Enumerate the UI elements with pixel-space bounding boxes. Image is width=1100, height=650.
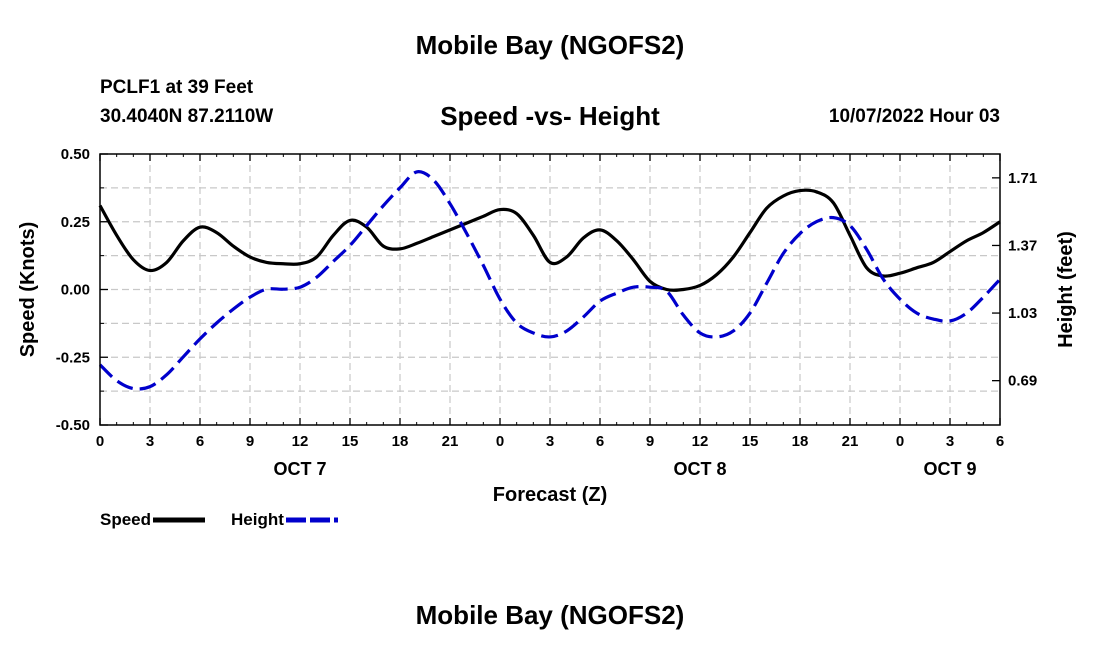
- x-tick-label: 0: [496, 433, 504, 450]
- y2-axis-title: Height (feet): [1055, 231, 1077, 348]
- x-tick-label: 0: [96, 433, 104, 450]
- legend-speed-label: Speed: [100, 510, 152, 529]
- x-axis-title: Forecast (Z): [493, 484, 607, 506]
- day-label: OCT 7: [273, 459, 326, 479]
- y-tick-label: -0.50: [56, 417, 90, 434]
- y-axis-title: Speed (Knots): [17, 222, 39, 358]
- legend-speed: Speed: [100, 508, 207, 532]
- x-tick-label: 18: [392, 433, 409, 450]
- y2-tick-label: 1.03: [1008, 305, 1037, 322]
- x-tick-label: 21: [842, 433, 859, 450]
- x-tick-label: 21: [442, 433, 459, 450]
- x-tick-label: 9: [246, 433, 254, 450]
- x-tick-label: 6: [996, 433, 1004, 450]
- x-tick-label: 6: [196, 433, 204, 450]
- grid-lines: [100, 154, 1000, 425]
- series-line-height: [98, 170, 1002, 391]
- x-tick-label: 18: [792, 433, 809, 450]
- legend-height-label: Height: [231, 510, 284, 529]
- x-tick-label: 12: [292, 433, 309, 450]
- series-lines: [98, 170, 1002, 391]
- datestamp-label: 10/07/2022 Hour 03: [828, 106, 1000, 127]
- page-title: Mobile Bay (NGOFS2): [415, 30, 685, 60]
- y-tick-label: -0.25: [56, 349, 90, 366]
- footer-title: Mobile Bay (NGOFS2): [415, 600, 685, 630]
- y2-tick-label: 1.71: [1008, 170, 1037, 187]
- x-tick-label: 0: [896, 433, 904, 450]
- axis-ticks: [99, 153, 1001, 426]
- day-label: OCT 8: [673, 459, 726, 479]
- x-tick-label: 9: [646, 433, 654, 450]
- y-tick-label: 0.50: [61, 146, 90, 163]
- x-tick-label: 3: [946, 433, 954, 450]
- y-tick-label: 0.25: [61, 214, 90, 231]
- y2-tick-label: 0.69: [1008, 373, 1037, 390]
- y-tick-label: 0.00: [61, 282, 90, 299]
- y2-tick-label: 1.37: [1008, 237, 1037, 254]
- day-label: OCT 9: [923, 459, 976, 479]
- legend-height: Height: [231, 508, 340, 532]
- legend-height-swatch: [285, 517, 338, 523]
- x-tick-label: 15: [342, 433, 359, 450]
- x-tick-label: 15: [742, 433, 759, 450]
- legend-speed-swatch: [153, 517, 206, 523]
- axis-labels: 0 3 6 9 12 15 18 21 0 3 6 9 12 15 18 21 0 3 6 -0.50 -0.25 0.0…: [17, 146, 1077, 506]
- coordinates-label: 30.4040N 87.2110W: [100, 106, 274, 127]
- x-tick-label: 3: [146, 433, 154, 450]
- x-tick-label: 12: [692, 433, 709, 450]
- series-line-speed: [98, 188, 1001, 292]
- chart-subtitle: Speed -vs- Height: [440, 101, 660, 131]
- station-label: PCLF1 at 39 Feet: [100, 77, 254, 98]
- x-tick-label: 6: [596, 433, 604, 450]
- x-tick-label: 3: [546, 433, 554, 450]
